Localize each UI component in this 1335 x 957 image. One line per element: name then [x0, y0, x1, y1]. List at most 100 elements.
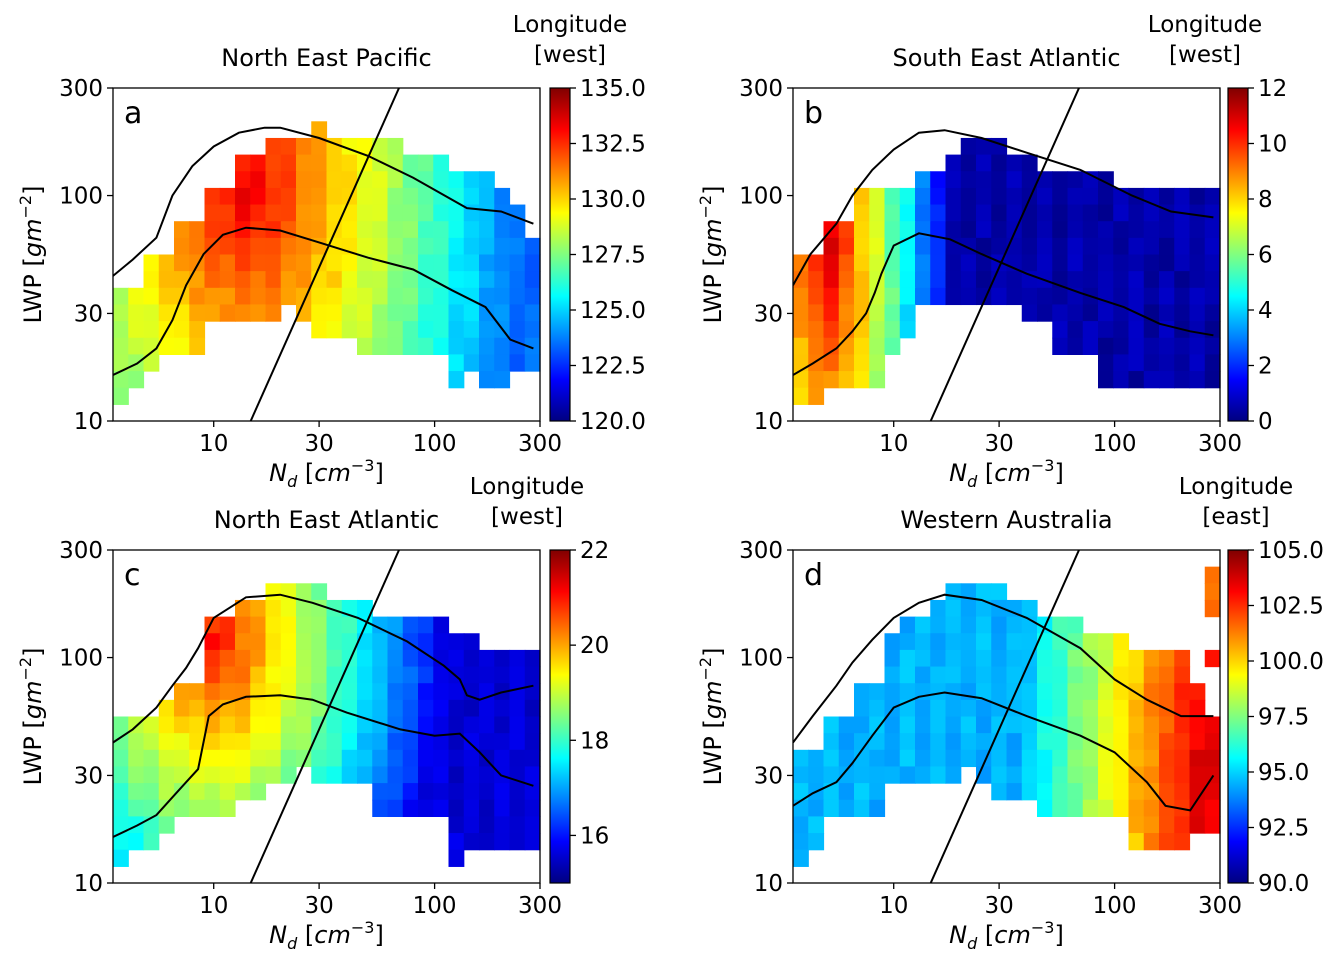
heatmap-cell	[280, 649, 297, 668]
heatmap-cell	[991, 221, 1008, 239]
heatmap-cell	[448, 833, 465, 851]
colorbar-label-line1: Longitude	[1148, 12, 1262, 38]
heatmap-cell	[311, 121, 328, 139]
heatmap-cell	[1082, 304, 1099, 322]
heatmap-cell	[448, 783, 465, 801]
heatmap-cell	[433, 154, 450, 172]
heatmap-cell	[1189, 354, 1206, 372]
colorbar-tick-label: 0	[1258, 409, 1273, 435]
heatmap-cell	[509, 254, 526, 272]
colorbar-tick-label: 132.5	[580, 132, 646, 158]
heatmap-cell	[143, 733, 160, 751]
heatmap-cell	[808, 749, 825, 768]
heatmap-cell	[372, 649, 389, 668]
heatmap-cell	[296, 154, 312, 172]
x-label-part: cm	[994, 921, 1031, 949]
heatmap-cell	[1159, 799, 1175, 817]
heatmap-cell	[524, 254, 541, 272]
heatmap-cell	[1006, 633, 1023, 651]
heatmap-cell	[945, 583, 962, 601]
x-tick-label: 300	[1198, 893, 1242, 919]
heatmap-cell	[1098, 321, 1114, 339]
colorbar-tick-label: 105.0	[1258, 538, 1324, 564]
heatmap-cell	[1021, 304, 1038, 322]
heatmap-cell	[1128, 287, 1145, 306]
heatmap-cell	[296, 649, 312, 668]
heatmap-cell	[1006, 154, 1023, 172]
heatmap-cell	[463, 716, 480, 734]
heatmap-cell	[326, 321, 343, 339]
heatmap-cell	[448, 666, 465, 684]
heatmap-cell	[884, 633, 901, 651]
heatmap-cell	[433, 287, 450, 306]
x-label-part: −3	[351, 456, 375, 475]
heatmap-cell	[991, 783, 1008, 801]
heatmap-cell	[113, 716, 129, 734]
heatmap-cell	[1052, 783, 1069, 801]
colorbar	[1227, 87, 1249, 422]
heatmap-cell	[838, 733, 855, 751]
heatmap-cell	[854, 287, 870, 306]
heatmap-cell	[418, 666, 434, 684]
heatmap-cell	[1113, 633, 1130, 651]
heatmap-cell	[341, 287, 358, 306]
y-label-part: −2	[696, 195, 715, 219]
x-tick-label: 100	[1093, 893, 1137, 919]
heatmap-cell	[326, 271, 343, 289]
heatmap-cell	[884, 749, 901, 768]
heatmap-cell	[1021, 171, 1038, 189]
heatmap-cell	[189, 699, 206, 718]
heatmap-cell	[1082, 221, 1099, 239]
heatmap-cell	[219, 187, 236, 206]
heatmap-cell	[250, 766, 267, 784]
heatmap-cell	[433, 237, 450, 256]
colorbar-tick-label: 125.0	[580, 298, 646, 324]
heatmap-cell	[1204, 816, 1221, 834]
heatmap-cell	[1204, 649, 1221, 668]
colorbar-tick-label: 6	[1258, 243, 1273, 269]
heatmap-cell	[235, 287, 251, 306]
colorbar-tick-label: 90.0	[1258, 871, 1309, 897]
heatmap-cell	[448, 749, 465, 768]
heatmap-cell	[524, 354, 541, 372]
heatmap-cell	[915, 733, 931, 751]
heatmap-cell	[174, 337, 190, 355]
heatmap-cell	[235, 237, 251, 256]
heatmap-cell	[296, 733, 312, 751]
heatmap-cell	[372, 321, 389, 339]
heatmap-cell	[1052, 766, 1069, 784]
heatmap-cell	[930, 683, 947, 701]
heatmap-cell	[1204, 733, 1221, 751]
heatmap-cell	[1189, 766, 1206, 784]
heatmap-cell	[1128, 337, 1145, 355]
heatmap-cell	[372, 204, 389, 222]
heatmap-cell	[387, 733, 404, 751]
heatmap-cell	[463, 221, 480, 239]
x-label-part: ]	[1054, 459, 1063, 487]
heatmap-cell	[976, 616, 992, 634]
heatmap-cell	[930, 766, 947, 784]
heatmap-cell	[1159, 716, 1175, 734]
heatmap-cell	[204, 749, 221, 768]
heatmap-cell	[869, 221, 886, 239]
heatmap-cell	[479, 716, 495, 734]
heatmap-cell	[341, 616, 358, 634]
heatmap-cell	[113, 733, 129, 751]
heatmap-cell	[448, 799, 465, 817]
heatmap-cell	[854, 354, 870, 372]
heatmap-cell	[1113, 221, 1130, 239]
heatmap-cell	[1037, 749, 1053, 768]
heatmap-cell	[113, 749, 129, 768]
heatmap-cell	[1159, 354, 1175, 372]
heatmap-cell	[854, 783, 870, 801]
heatmap-cell	[1067, 799, 1084, 817]
heatmap-cell	[1189, 204, 1206, 222]
heatmap-cell	[250, 716, 267, 734]
x-label-part: ]	[374, 459, 383, 487]
heatmap-cell	[280, 766, 297, 784]
heatmap-cell	[1113, 716, 1130, 734]
heatmap-cell	[250, 187, 267, 206]
y-label-part: ]	[699, 648, 727, 657]
heatmap-cell	[1204, 749, 1221, 768]
